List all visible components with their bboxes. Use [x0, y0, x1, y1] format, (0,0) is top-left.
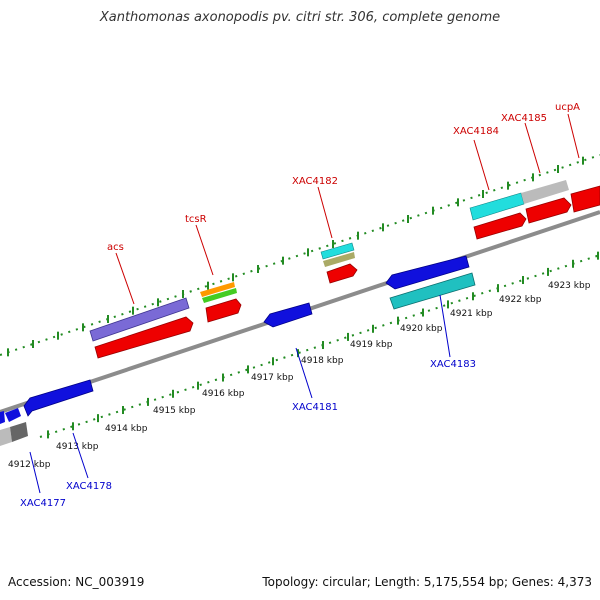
upper-labels: acs tcsR XAC4182 XAC4184 XAC4185 ucpA — [107, 102, 580, 253]
tick-label: 4923 kbp — [548, 281, 591, 291]
feature-tcsR-green[interactable] — [202, 288, 237, 303]
feature-XAC4183-teal[interactable] — [389, 272, 476, 310]
label-XAC4183[interactable]: XAC4183 — [430, 359, 476, 370]
feature-XAC4185-red[interactable] — [525, 197, 572, 224]
feature-XAC4177-dark[interactable] — [10, 422, 28, 442]
tick-label: 4915 kbp — [153, 406, 196, 416]
label-XAC4185[interactable]: XAC4185 — [501, 113, 547, 124]
label-XAC4184[interactable]: XAC4184 — [453, 126, 499, 137]
label-ucpA[interactable]: ucpA — [555, 102, 580, 113]
feature-XAC4177-blue-b[interactable] — [5, 408, 21, 422]
feature-XAC4185-gray[interactable] — [521, 180, 569, 204]
label-acs[interactable]: acs — [107, 242, 124, 253]
upper-callouts — [115, 113, 580, 305]
tick-label: 4916 kbp — [202, 389, 245, 399]
tick-label: 4912 kbp — [8, 460, 51, 470]
label-XAC4182[interactable]: XAC4182 — [292, 176, 338, 187]
feature-XAC4182-cyan[interactable] — [320, 242, 355, 260]
lower-labels: XAC4177 XAC4178 XAC4181 XAC4183 — [20, 359, 476, 509]
feature-acs-purple[interactable] — [89, 297, 190, 342]
feature-XAC4182-olive[interactable] — [323, 252, 355, 267]
reverse-strand-features — [0, 255, 476, 446]
feature-XAC4181-blue[interactable] — [263, 302, 313, 328]
lower-callouts — [29, 294, 451, 494]
upper-tick-track — [0, 154, 600, 356]
tick-label: 4920 kbp — [400, 324, 443, 334]
feature-XAC4177-gray[interactable] — [0, 427, 12, 446]
feature-ucpA-red[interactable] — [570, 185, 600, 213]
feature-tcsR-red[interactable] — [205, 298, 242, 323]
page-title: Xanthomonas axonopodis pv. citri str. 30… — [99, 10, 501, 25]
label-XAC4177[interactable]: XAC4177 — [20, 498, 66, 509]
feature-acs-red[interactable] — [94, 316, 194, 359]
tick-label: 4922 kbp — [499, 295, 542, 305]
forward-strand-features — [89, 180, 600, 359]
label-tcsR[interactable]: tcsR — [185, 214, 207, 225]
feature-XAC4183-blue[interactable] — [385, 255, 470, 290]
feature-tcsR-orange[interactable] — [200, 282, 235, 297]
feature-XAC4182-red[interactable] — [326, 263, 358, 284]
feature-XAC4178-blue[interactable] — [23, 379, 94, 417]
accession-text: Accession: NC_003919 — [8, 575, 145, 589]
tick-label: 4921 kbp — [450, 309, 493, 319]
tick-label: 4918 kbp — [301, 356, 344, 366]
label-XAC4178[interactable]: XAC4178 — [66, 481, 112, 492]
tick-label: 4919 kbp — [350, 340, 393, 350]
feature-XAC4184-red[interactable] — [473, 212, 527, 240]
genome-summary-text: Topology: circular; Length: 5,175,554 bp… — [262, 575, 592, 589]
feature-XAC4177-blue-a[interactable] — [0, 411, 5, 424]
tick-label: 4914 kbp — [105, 424, 148, 434]
tick-label: 4917 kbp — [251, 373, 294, 383]
label-XAC4181[interactable]: XAC4181 — [292, 402, 338, 413]
